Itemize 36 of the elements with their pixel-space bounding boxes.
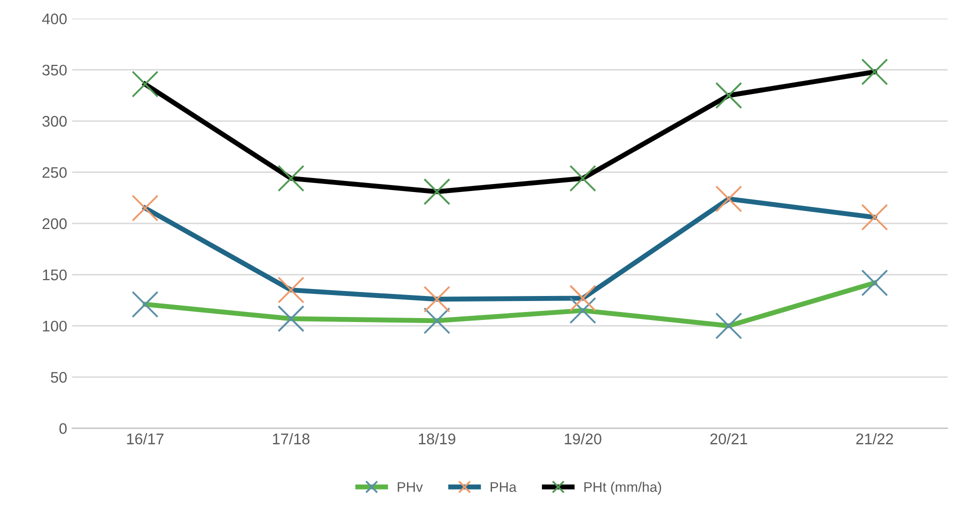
y-tick-label: 250 xyxy=(42,167,67,178)
point xyxy=(569,297,596,324)
x-tick-label: 21/22 xyxy=(856,433,893,444)
point xyxy=(861,269,888,296)
y-tick-label: 0 xyxy=(59,423,67,434)
x-tick-label: 20/21 xyxy=(710,433,748,444)
point xyxy=(278,164,304,192)
point xyxy=(132,194,159,222)
y-tick-label: 300 xyxy=(42,116,67,127)
point xyxy=(132,70,159,98)
x-tick-label: 17/18 xyxy=(273,433,310,444)
point xyxy=(715,312,742,340)
point xyxy=(424,307,450,334)
point xyxy=(569,164,596,192)
y-tick-label: 150 xyxy=(42,270,67,280)
y-tick-label: 350 xyxy=(42,64,67,76)
point xyxy=(861,204,888,231)
point xyxy=(861,58,888,86)
point xyxy=(715,82,742,109)
point xyxy=(132,290,159,318)
point xyxy=(278,276,304,304)
y-tick-label: 100 xyxy=(42,320,67,332)
y-tick-label: 50 xyxy=(50,372,67,383)
point xyxy=(424,286,450,313)
x-tick-label: 18/19 xyxy=(418,433,456,444)
x-tick-label: 16/17 xyxy=(127,433,164,444)
legend-label: PHv xyxy=(398,482,423,492)
point xyxy=(278,305,304,332)
legend-label: PHt (mm/ha) xyxy=(584,482,662,495)
point xyxy=(569,284,596,312)
x-tick-label: 19/20 xyxy=(564,433,602,444)
point xyxy=(715,185,742,212)
y-tick-label: 400 xyxy=(42,13,67,24)
legend-label: PHa xyxy=(490,482,517,492)
y-tick-label: 200 xyxy=(42,218,67,230)
point xyxy=(424,178,450,206)
